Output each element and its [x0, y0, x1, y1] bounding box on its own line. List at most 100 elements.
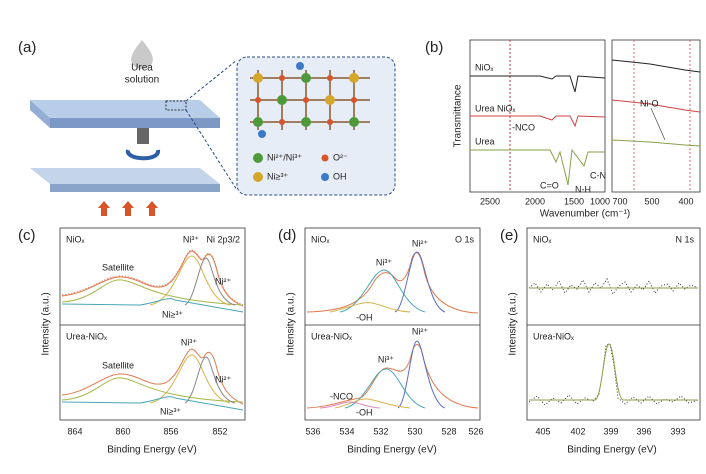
atoms	[279, 119, 285, 125]
x-tick-label: 405	[535, 426, 550, 436]
component	[61, 298, 244, 313]
spectrum	[528, 343, 699, 406]
trace-label: Urea	[475, 136, 495, 146]
heat-arrows	[98, 201, 158, 216]
sample-label: Urea-NiOₓ	[533, 331, 574, 341]
atoms	[325, 95, 335, 105]
peak-label: Ni³⁺	[376, 257, 392, 267]
legend-swatch	[253, 153, 263, 163]
atoms	[253, 73, 263, 83]
peak-label: Satellite	[102, 262, 134, 272]
atoms	[279, 75, 285, 81]
legend-label: O²⁻	[333, 152, 348, 162]
component	[149, 255, 231, 306]
sample-label: NiOₓ	[311, 234, 329, 244]
x-tick-label: 399	[603, 426, 618, 436]
panel-label: (c)	[18, 227, 36, 244]
panel-label: (d)	[278, 227, 296, 244]
fit	[529, 343, 698, 401]
legend-swatch	[321, 154, 329, 162]
spectrum	[528, 277, 699, 296]
group: 2500 2000 1500 1000 700 500 400	[480, 196, 694, 206]
rotation-arrow	[126, 149, 160, 161]
atoms	[253, 62, 359, 138]
x-axis-label: Binding Energy (eV)	[347, 445, 437, 456]
x-tick-label: 534	[339, 426, 354, 436]
component	[334, 398, 411, 409]
atoms	[277, 95, 287, 105]
envelope	[306, 252, 479, 314]
trace-label: Urea NiOₓ	[475, 103, 516, 113]
zoom-line	[185, 109, 238, 191]
atoms	[301, 117, 311, 127]
plot-frame	[304, 227, 481, 421]
legend-swatch	[253, 172, 263, 182]
component	[339, 269, 426, 313]
peak-label: Ni²⁺	[215, 276, 231, 286]
legend-swatch	[321, 173, 329, 181]
envelope	[61, 250, 244, 307]
atoms	[255, 97, 261, 103]
heat-arrows	[122, 201, 134, 216]
trace-label: NiOₓ	[475, 62, 493, 72]
peak-label: Ni³⁺	[378, 354, 394, 364]
sample-label: Urea-NiOₓ	[66, 331, 107, 341]
ftir-trace	[470, 139, 701, 186]
legend-label: Ni²⁺/Ni³⁺	[267, 152, 302, 162]
group: 405 402 399 396 393	[535, 426, 685, 436]
peak-label: Ni≥³⁺	[160, 406, 181, 416]
x-tick-label: 1500	[564, 196, 584, 206]
sample-label: Urea-NiOₓ	[311, 331, 352, 341]
annotation: C=O	[540, 180, 559, 190]
substrate-top	[30, 168, 220, 184]
y-axis-label: Intensity (a.u.)	[508, 292, 519, 355]
peak-label: Ni²⁺	[215, 374, 231, 384]
peak-label: Ni≥³⁺	[162, 309, 183, 319]
ftir-trace	[470, 59, 701, 93]
plot-frame	[526, 227, 701, 421]
y-axis-label: Transmittance	[453, 84, 464, 147]
atoms	[351, 97, 357, 103]
peak-label: Ni²⁺	[412, 238, 428, 248]
sample-label: NiOₓ	[533, 234, 551, 244]
droplet	[131, 40, 153, 69]
x-axis-label: Binding Energy (eV)	[567, 445, 657, 456]
component	[329, 302, 411, 313]
x-tick-label: 530	[407, 426, 422, 436]
heat-arrows	[146, 201, 158, 216]
substrate-side	[50, 184, 220, 192]
peak-label: Satellite	[102, 360, 134, 370]
y-axis-label: Intensity (a.u.)	[41, 292, 52, 355]
atoms	[327, 119, 333, 125]
component	[149, 354, 231, 404]
atoms	[296, 62, 304, 70]
x-tick-label: 860	[115, 426, 130, 436]
component	[61, 279, 244, 306]
peak-label: -OH	[356, 312, 373, 322]
x-axis-label: Binding Energy (eV)	[107, 445, 197, 456]
legend-label: OH	[333, 171, 347, 181]
inset	[236, 56, 396, 196]
atoms	[258, 130, 266, 138]
x-tick-label: 526	[468, 426, 483, 436]
panel-label: (a)	[18, 39, 36, 56]
group: 864 860 856 852	[67, 426, 227, 436]
substrate-side	[50, 118, 220, 128]
component	[319, 401, 381, 409]
component	[61, 396, 244, 411]
x-tick-label: 700	[612, 196, 627, 206]
spectrum	[61, 249, 244, 306]
peak-label: -OH	[356, 407, 373, 417]
x-tick-label: 2000	[525, 196, 545, 206]
plot-frame	[611, 39, 701, 193]
peak-label: Ni³⁺	[181, 337, 197, 347]
envelope	[306, 344, 479, 409]
x-tick-label: 500	[644, 196, 659, 206]
annotation: N-H	[575, 184, 591, 194]
component	[397, 340, 446, 409]
droplet-label: Urea	[131, 63, 153, 74]
atoms	[253, 117, 263, 127]
component	[184, 356, 236, 404]
x-tick-label: 400	[678, 196, 693, 206]
